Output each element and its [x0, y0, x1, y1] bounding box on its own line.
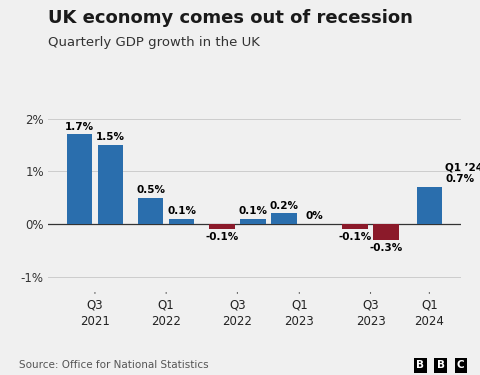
Bar	[138, 198, 163, 224]
Text: B: B	[437, 360, 444, 370]
Bar	[209, 224, 235, 229]
Text: 0%: 0%	[306, 211, 324, 221]
Text: 0.1%: 0.1%	[167, 206, 196, 216]
Text: Q1
2024: Q1 2024	[414, 299, 444, 328]
Text: C: C	[457, 360, 465, 370]
Bar	[373, 224, 399, 240]
Text: 0.1%: 0.1%	[239, 206, 267, 216]
Text: B: B	[417, 360, 424, 370]
Bar	[67, 134, 92, 224]
Bar	[417, 187, 442, 224]
Text: -0.3%: -0.3%	[370, 243, 403, 253]
Text: -0.1%: -0.1%	[205, 232, 239, 242]
Text: Q1 ’24
0.7%: Q1 ’24 0.7%	[445, 163, 480, 184]
Text: UK economy comes out of recession: UK economy comes out of recession	[48, 9, 413, 27]
Text: -0.1%: -0.1%	[338, 232, 372, 242]
Text: Quarterly GDP growth in the UK: Quarterly GDP growth in the UK	[48, 36, 260, 49]
Bar	[342, 224, 368, 229]
Text: 0.5%: 0.5%	[136, 185, 165, 195]
Bar	[98, 145, 123, 224]
Bar	[169, 219, 194, 224]
Text: 0.2%: 0.2%	[269, 201, 298, 211]
Text: 1.5%: 1.5%	[96, 132, 125, 142]
Text: Q1
2022: Q1 2022	[151, 299, 181, 328]
Bar	[271, 213, 297, 224]
Text: Q3
2021: Q3 2021	[80, 299, 110, 328]
Text: Q1
2023: Q1 2023	[285, 299, 314, 328]
Text: Q3
2023: Q3 2023	[356, 299, 385, 328]
Text: 1.7%: 1.7%	[65, 122, 94, 132]
Bar	[240, 219, 265, 224]
Text: Source: Office for National Statistics: Source: Office for National Statistics	[19, 360, 209, 370]
Text: Q3
2022: Q3 2022	[222, 299, 252, 328]
